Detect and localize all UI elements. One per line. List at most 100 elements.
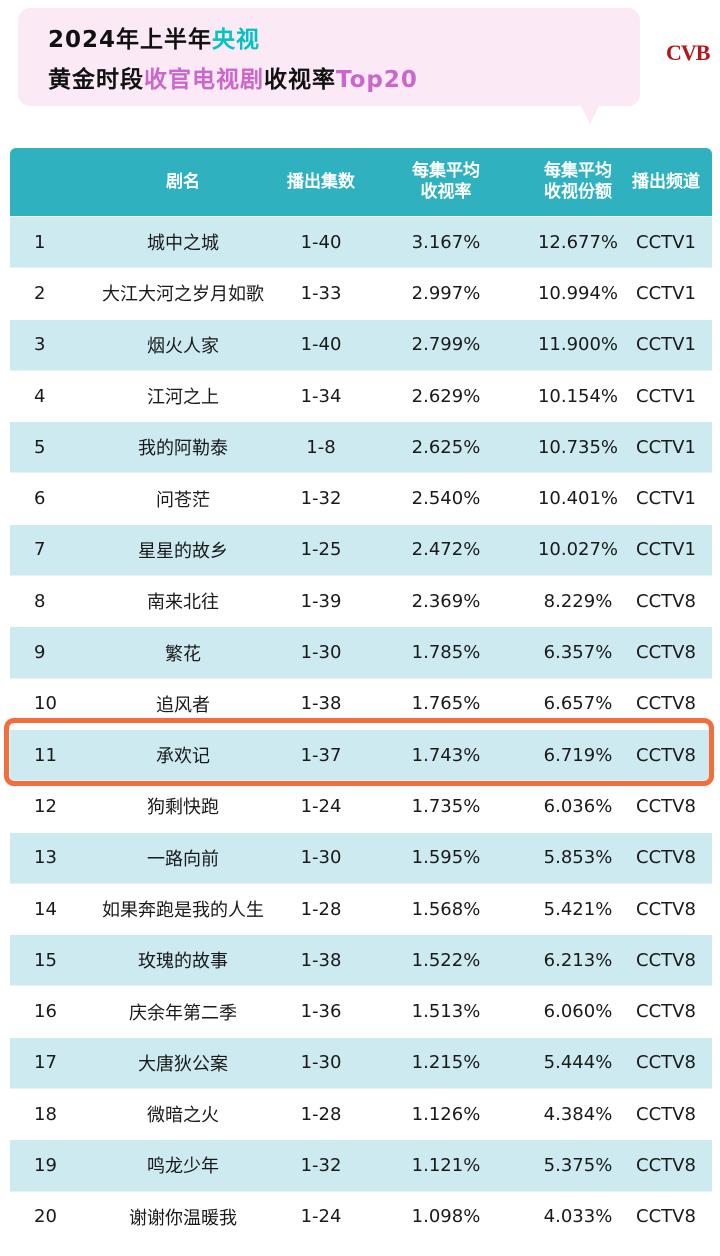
table-row: 12 狗剩快跑 1-24 1.735% 6.036% CCTV8	[10, 780, 712, 832]
cell-name: 烟火人家	[147, 335, 219, 357]
cell-rate: 1.735%	[411, 795, 481, 817]
cell-rate: 2.472%	[411, 539, 481, 561]
cell-episodes: 1-24	[300, 795, 342, 817]
cell-rate: 2.799%	[411, 334, 481, 356]
cell-episodes: 1-40	[300, 334, 342, 356]
cell-rank: 19	[34, 1154, 57, 1176]
cell-share: 4.033%	[543, 1206, 613, 1228]
header-share: 每集平均 收视份额	[498, 148, 658, 216]
cell-rate: 3.167%	[411, 231, 481, 253]
cell-episodes: 1-38	[300, 949, 342, 971]
table-row: 7 星星的故乡 1-25 2.472% 10.027% CCTV1	[10, 523, 712, 576]
cell-channel: CCTV1	[636, 231, 696, 253]
cell-episodes: 1-33	[300, 282, 342, 304]
cell-channel: CCTV1	[636, 282, 696, 304]
table-row: 9 繁花 1-30 1.785% 6.357% CCTV8	[10, 626, 712, 678]
cell-name: 南来北往	[147, 592, 219, 614]
cell-rate: 1.595%	[411, 847, 481, 869]
table-row: 3 烟火人家 1-40 2.799% 11.900% CCTV1	[10, 318, 712, 370]
cell-name: 鸣龙少年	[147, 1156, 219, 1178]
title-line-2: 黄金时段收官电视剧收视率Top20	[48, 60, 418, 94]
cell-channel: CCTV1	[636, 539, 696, 561]
cell-episodes: 1-32	[300, 1154, 342, 1176]
cell-channel: CCTV1	[636, 385, 696, 407]
cell-rank: 8	[34, 590, 46, 612]
table-row: 19 鸣龙少年 1-32 1.121% 5.375% CCTV8	[10, 1139, 712, 1191]
cell-share: 12.677%	[537, 231, 619, 253]
table-row: 2 大江大河之岁月如歌 1-33 2.997% 10.994% CCTV1	[10, 267, 712, 319]
table-body: 1 城中之城 1-40 3.167% 12.677% CCTV1 2 大江大河之岁月如歌 1-3…	[10, 216, 712, 1242]
cell-rank: 10	[34, 693, 57, 715]
cell-rank: 15	[34, 949, 57, 971]
title-line-1-prefix: 2024年上半年	[48, 27, 213, 53]
cell-channel: CCTV8	[636, 1206, 696, 1228]
table-row: 11 承欢记 1-37 1.743% 6.719% CCTV8	[10, 728, 712, 781]
cell-rank: 11	[34, 744, 57, 766]
table-row: 18 微暗之火 1-28 1.126% 4.384% CCTV8	[10, 1088, 712, 1140]
cell-rank: 7	[34, 539, 46, 561]
cell-rate: 2.997%	[411, 282, 481, 304]
cell-name: 如果奔跑是我的人生	[102, 900, 264, 921]
cell-share: 6.657%	[543, 693, 613, 715]
cell-share: 6.719%	[543, 744, 613, 766]
cell-rank: 17	[34, 1052, 57, 1074]
table-row: 20 谢谢你温暖我 1-24 1.098% 4.033% CCTV8	[10, 1190, 712, 1242]
cell-rate: 1.513%	[411, 1001, 481, 1023]
table-row: 1 城中之城 1-40 3.167% 12.677% CCTV1	[10, 216, 712, 268]
cell-channel: CCTV8	[636, 949, 696, 971]
cell-rank: 5	[34, 436, 46, 458]
cell-channel: CCTV8	[636, 1001, 696, 1023]
cell-rank: 6	[34, 488, 46, 510]
cell-name: 江河之上	[147, 387, 219, 409]
cell-share: 5.375%	[543, 1154, 613, 1176]
cell-name: 问苍茫	[156, 489, 210, 511]
cell-episodes: 1-40	[300, 231, 342, 253]
cell-episodes: 1-34	[300, 385, 342, 407]
cell-rate: 2.625%	[411, 436, 481, 458]
cell-share: 5.444%	[543, 1052, 613, 1074]
cell-share: 5.853%	[543, 847, 613, 869]
cell-rate: 1.126%	[411, 1103, 481, 1125]
cell-rate: 1.522%	[411, 949, 481, 971]
title-line-2-prefix: 黄金时段	[48, 67, 144, 93]
ratings-table: 剧名 播出集数 每集平均 收视率 每集平均 收视份额 播出频道 1 城中之城 1-40 3…	[10, 148, 712, 1242]
cell-share: 10.154%	[537, 385, 619, 407]
table-row: 15 玫瑰的故事 1-38 1.522% 6.213% CCTV8	[10, 934, 712, 986]
cell-channel: CCTV8	[636, 898, 696, 920]
title-banner-tail	[580, 104, 600, 124]
cell-channel: CCTV8	[636, 1154, 696, 1176]
header-episodes: 播出集数	[287, 171, 355, 192]
cell-rank: 20	[34, 1206, 57, 1228]
cell-episodes: 1-8	[306, 436, 336, 458]
header-channel: 播出频道	[632, 171, 700, 192]
cell-rate: 1.743%	[411, 744, 481, 766]
cell-rate: 1.568%	[411, 898, 481, 920]
cell-name: 追风者	[156, 694, 210, 716]
cell-channel: CCTV8	[636, 693, 696, 715]
cell-name: 承欢记	[156, 746, 210, 768]
table-row: 4 江河之上 1-34 2.629% 10.154% CCTV1	[10, 369, 712, 422]
header-rate-line-2: 收视率	[420, 182, 472, 202]
title-line-1-highlight: 央视	[212, 27, 261, 53]
title-line-1: 2024年上半年央视	[48, 20, 260, 54]
cell-rank: 3	[34, 334, 46, 356]
cell-episodes: 1-30	[300, 847, 342, 869]
cell-share: 11.900%	[537, 334, 619, 356]
cell-share: 4.384%	[543, 1103, 613, 1125]
cell-channel: CCTV1	[636, 436, 696, 458]
cell-channel: CCTV8	[636, 642, 696, 664]
title-line-2-mid: 收视率	[264, 67, 336, 93]
header-share-line-1: 每集平均	[544, 161, 612, 181]
cell-rank: 9	[34, 642, 46, 664]
cell-episodes: 1-38	[300, 693, 342, 715]
cell-rank: 16	[34, 1001, 57, 1023]
cell-episodes: 1-24	[300, 1206, 342, 1228]
cell-rank: 4	[34, 385, 46, 407]
cell-name: 庆余年第二季	[129, 1002, 237, 1024]
cell-share: 10.994%	[537, 282, 619, 304]
cell-rank: 12	[34, 795, 57, 817]
cell-share: 6.213%	[543, 949, 613, 971]
table-row: 8 南来北往 1-39 2.369% 8.229% CCTV8	[10, 575, 712, 627]
cell-name: 城中之城	[147, 233, 219, 255]
header-name: 剧名	[166, 171, 200, 192]
